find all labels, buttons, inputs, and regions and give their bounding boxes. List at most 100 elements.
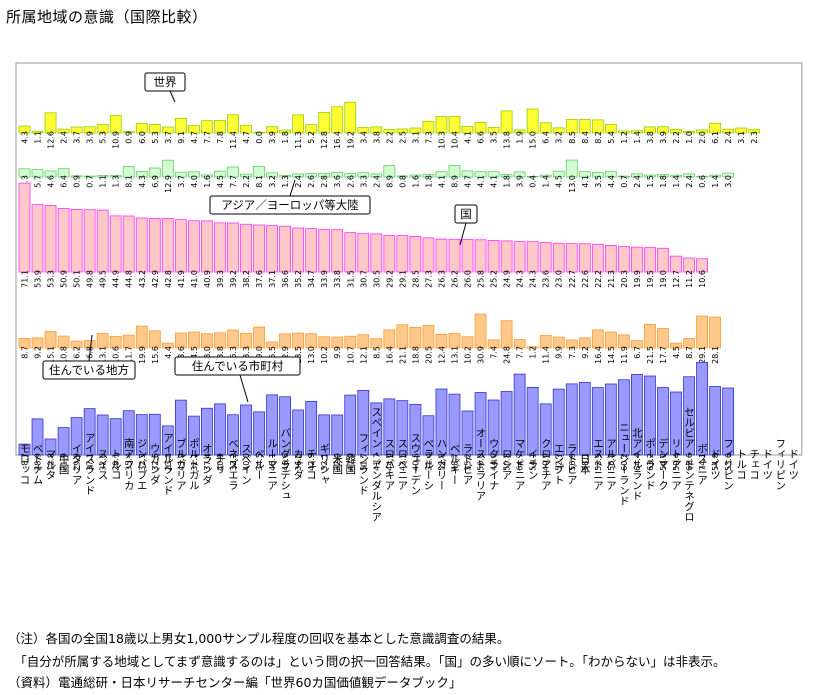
label-country-26: 30.7 [359, 270, 368, 288]
label-world-30: 3.1 [411, 131, 420, 144]
bar-area-9 [135, 325, 148, 349]
bar-area-44 [591, 329, 604, 349]
label-town-46: 60.2 [620, 453, 629, 471]
chart-frame [15, 62, 803, 456]
label-continent-43: 4.1 [581, 175, 590, 188]
bar-country-41 [552, 242, 565, 273]
label-town-24: 32.0 [333, 453, 342, 471]
label-town-54: 53.6 [724, 453, 733, 471]
category-label-41: エジプト [553, 443, 565, 485]
bar-country-42 [565, 243, 578, 273]
bar-country-2 [44, 204, 57, 273]
label-country-37: 24.9 [503, 270, 512, 288]
bar-town-33 [448, 393, 461, 456]
label-town-30: 40.5 [411, 453, 420, 471]
label-country-22: 34.7 [307, 270, 316, 288]
label-area-39: 1.2 [529, 346, 538, 359]
bar-continent-49 [657, 174, 669, 178]
label-world-24: 16.4 [333, 131, 342, 149]
bar-continent-47 [631, 173, 643, 178]
label-continent-27: 2.4 [372, 175, 381, 188]
bar-town-47 [631, 374, 643, 456]
label-town-5: 37.1 [86, 453, 95, 471]
label-world-41: 3.2 [555, 131, 564, 144]
bar-continent-31 [422, 174, 435, 178]
label-town-41: 52.7 [555, 453, 564, 471]
bar-world-17 [240, 125, 252, 134]
label-town-39: 54.1 [529, 453, 538, 471]
bar-world-22 [305, 124, 318, 134]
label-continent-4: 0.9 [73, 175, 82, 188]
bar-continent-9 [135, 171, 148, 178]
bar-continent-19 [266, 172, 278, 178]
category-label-34: ラトビア [462, 443, 474, 485]
label-area-42: 7.3 [568, 346, 577, 359]
bar-world-53 [709, 122, 721, 134]
label-world-44: 8.2 [594, 131, 603, 144]
label-world-40: 6.4 [542, 131, 551, 144]
bar-town-35 [474, 392, 487, 456]
bar-world-2 [44, 112, 57, 134]
category-label-56: チェコ [748, 448, 760, 480]
label-world-37: 13.8 [503, 131, 512, 149]
label-world-36: 3.5 [490, 131, 499, 144]
legend-country-pointer [459, 222, 467, 246]
category-label-39: イラン [527, 448, 539, 480]
label-world-21: 11.3 [294, 131, 303, 149]
bar-country-15 [214, 222, 226, 273]
bar-area-41 [552, 336, 565, 349]
bar-world-12 [174, 118, 187, 134]
label-world-11: 3.7 [164, 131, 173, 144]
bar-area-5 [83, 340, 96, 349]
bar-area-50 [670, 342, 682, 349]
bar-town-32 [435, 388, 448, 456]
label-continent-13: 4.0 [190, 175, 199, 188]
label-country-24: 33.8 [333, 270, 342, 288]
bar-world-27 [370, 126, 383, 134]
bar-world-0 [18, 125, 31, 134]
bar-continent-12 [174, 171, 187, 178]
label-town-26: 51.7 [359, 453, 368, 471]
label-area-49: 17.7 [659, 346, 668, 364]
label-world-46: 1.2 [620, 131, 629, 144]
label-country-6: 49.5 [99, 270, 108, 288]
bar-country-27 [370, 233, 383, 273]
bar-town-25 [344, 394, 357, 456]
category-label-13: ポルトガル [188, 438, 200, 491]
category-label-37: ロシア [501, 448, 513, 480]
category-label-21: カナダ [292, 448, 304, 480]
label-world-33: 10.4 [450, 131, 459, 149]
label-town-53: 54.8 [711, 453, 720, 471]
label-country-4: 50.1 [73, 270, 82, 288]
label-country-35: 25.8 [477, 270, 486, 288]
bar-world-24 [331, 106, 344, 134]
bar-country-44 [591, 243, 604, 273]
category-label-29: スロベニア [396, 438, 408, 491]
category-label-55: トルコ [735, 448, 747, 480]
label-continent-51: 2.4 [685, 175, 694, 188]
bar-town-45 [604, 383, 617, 456]
label-world-45: 5.4 [607, 131, 616, 144]
label-world-23: 12.8 [320, 131, 329, 149]
bar-country-32 [435, 238, 448, 273]
bar-country-40 [539, 242, 552, 273]
label-continent-20: 1.3 [281, 175, 290, 188]
label-town-45: 56.8 [607, 453, 616, 471]
bar-town-38 [513, 373, 526, 456]
bar-continent-8 [122, 166, 135, 178]
category-label-42: ラトビア [566, 443, 578, 485]
label-town-50: 50.4 [672, 453, 681, 471]
label-town-7: 29.1 [112, 453, 121, 471]
label-continent-30: 1.6 [411, 175, 420, 188]
bar-continent-21 [292, 173, 305, 178]
bar-town-23 [318, 414, 331, 456]
label-country-20: 36.6 [281, 270, 290, 288]
bar-continent-6 [96, 175, 109, 178]
bar-country-50 [670, 255, 682, 273]
category-label-22: チェコ [305, 448, 317, 480]
bar-world-41 [552, 127, 565, 134]
label-country-40: 23.6 [542, 270, 551, 288]
legend-area: 住んでいる地方 [49, 363, 129, 377]
category-label-0: モロッコ [19, 443, 31, 485]
